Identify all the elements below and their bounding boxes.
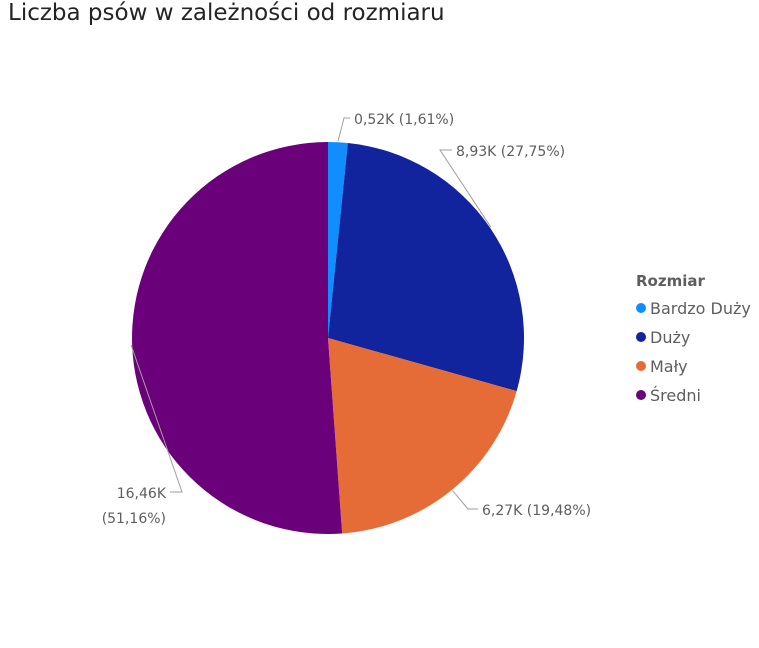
data-label-duzy: 8,93K (27,75%) xyxy=(456,144,565,160)
legend-title: Rozmiar xyxy=(636,272,705,290)
legend-dot-icon xyxy=(636,390,646,400)
data-label-maly: 6,27K (19,48%) xyxy=(482,503,591,519)
legend-item-sredni[interactable]: Średni xyxy=(636,384,701,406)
data-labels: 0,52K (1,61%)8,93K (27,75%) 6,27K (19,48%… xyxy=(102,112,591,527)
leader-lines xyxy=(130,117,492,510)
chart-title: Liczba psów w zależności od rozmiaru xyxy=(8,0,445,26)
pie-slice-duzy[interactable] xyxy=(328,143,524,392)
legend-dot-icon xyxy=(636,361,646,371)
leader-line-sredni xyxy=(130,344,183,493)
pie-slice-sredni[interactable] xyxy=(132,142,343,534)
legend-item-duzy[interactable]: Duży xyxy=(636,326,690,348)
pie-slice-maly[interactable] xyxy=(328,338,517,534)
legend-label: Średni xyxy=(650,385,701,405)
legend-label: Bardzo Duży xyxy=(650,298,751,318)
legend-dot-icon xyxy=(636,303,646,313)
leader-line-duzy xyxy=(439,149,492,228)
data-label-sredni: (51,16%) xyxy=(102,511,166,527)
pie-slice-bardzo-duzy[interactable] xyxy=(328,142,348,338)
legend-item-bardzo-duzy[interactable]: Bardzo Duży xyxy=(636,297,751,319)
data-label-sredni: 16,46K xyxy=(117,486,167,502)
leader-line-bardzo-duzy xyxy=(337,117,350,142)
legend-dot-icon xyxy=(636,332,646,342)
legend-label: Duży xyxy=(650,327,691,347)
data-label-bardzo-duzy: 0,52K (1,61%) xyxy=(354,112,454,128)
legend-label: Mały xyxy=(650,356,688,376)
leader-line-maly xyxy=(452,490,478,510)
pie-slices xyxy=(132,142,524,534)
legend-item-maly[interactable]: Mały xyxy=(636,355,688,377)
